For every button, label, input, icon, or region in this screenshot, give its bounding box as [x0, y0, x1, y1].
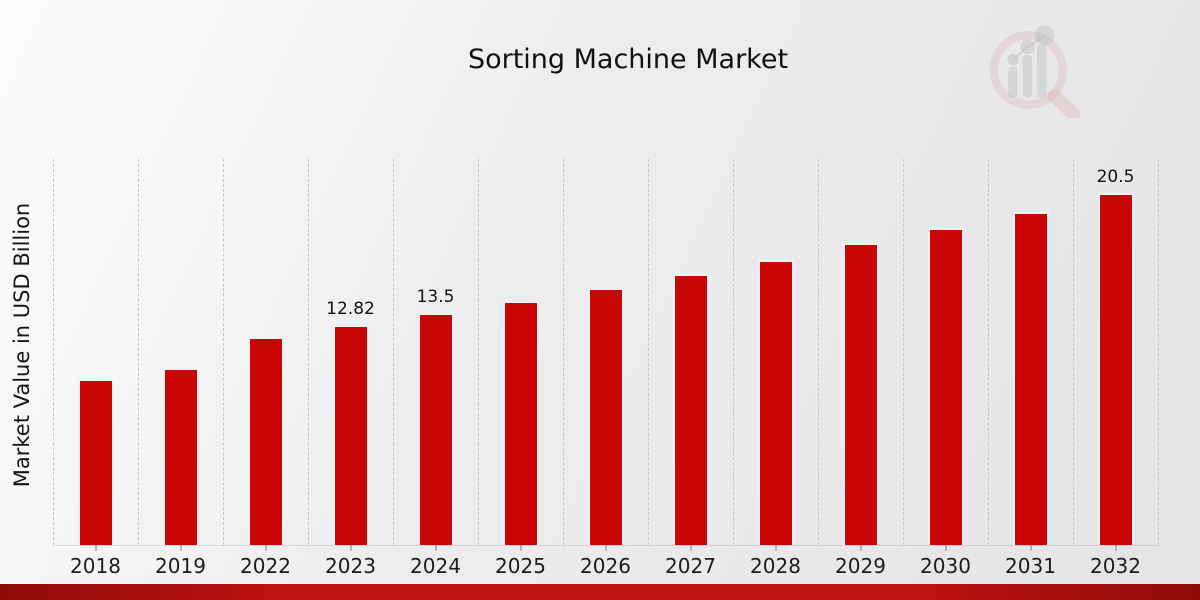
gridline	[1158, 159, 1159, 545]
gridline	[53, 159, 54, 545]
x-axis-label: 2028	[750, 554, 801, 578]
gridline	[988, 159, 989, 545]
x-axis-tick	[435, 545, 436, 551]
x-axis-tick	[690, 545, 691, 551]
x-axis-tick	[265, 545, 266, 551]
bar-2025	[502, 301, 539, 545]
x-axis-tick	[180, 545, 181, 551]
bottom-red-strip	[0, 584, 1200, 600]
magnifier-bar-chart-logo-icon	[989, 25, 1081, 118]
x-axis-tick	[520, 545, 521, 551]
x-axis-label: 2029	[835, 554, 886, 578]
y-axis-label: Market Value in USD Billion	[10, 202, 35, 488]
x-axis-tick	[1030, 545, 1031, 551]
bar-2018	[77, 378, 114, 545]
bar-2030	[927, 227, 964, 545]
bar-value-label: 12.82	[326, 299, 375, 320]
bar-2023	[332, 325, 369, 545]
x-axis-label: 2026	[580, 554, 631, 578]
x-axis-tick	[775, 545, 776, 551]
bar-2019	[162, 368, 199, 545]
plot-area: 2018 2019 2022 12.82 2023 13.5 2024 2025 2026 202…	[53, 159, 1159, 578]
x-axis-label: 2023	[325, 554, 376, 578]
x-axis-label: 2031	[1005, 554, 1056, 578]
x-axis-label: 2018	[70, 554, 121, 578]
chart-title: Sorting Machine Market	[467, 44, 789, 75]
gridline	[818, 159, 819, 545]
x-axis-label: 2025	[495, 554, 546, 578]
gridline	[393, 159, 394, 545]
bar-2027	[672, 273, 709, 545]
gridline	[478, 159, 479, 545]
x-axis-label: 2030	[920, 554, 971, 578]
bar-2031	[1012, 212, 1049, 545]
bar-2032	[1097, 193, 1134, 545]
y-axis-label-wrap: Market Value in USD Billion	[0, 90, 44, 600]
gridline	[1073, 159, 1074, 545]
gridline	[648, 159, 649, 545]
x-axis-tick	[945, 545, 946, 551]
x-axis-label: 2032	[1090, 554, 1141, 578]
x-axis-tick	[860, 545, 861, 551]
bar-2026	[587, 287, 624, 545]
bar-2024	[417, 313, 454, 545]
bar-2022	[247, 337, 284, 545]
gridline	[903, 159, 904, 545]
x-axis-label: 2022	[240, 554, 291, 578]
x-axis-label: 2027	[665, 554, 716, 578]
x-axis-tick	[1115, 545, 1116, 551]
bar-2028	[757, 260, 794, 545]
gridline	[223, 159, 224, 545]
x-axis-label: 2024	[410, 554, 461, 578]
bar-2029	[842, 243, 879, 545]
bar-value-label: 20.5	[1096, 167, 1135, 188]
gridline	[308, 159, 309, 545]
gridline	[138, 159, 139, 545]
gridline	[733, 159, 734, 545]
gridline	[563, 159, 564, 545]
x-axis-tick	[605, 545, 606, 551]
x-axis-tick	[350, 545, 351, 551]
bar-value-label: 13.5	[416, 287, 455, 308]
x-axis-tick	[95, 545, 96, 551]
x-axis-label: 2019	[155, 554, 206, 578]
